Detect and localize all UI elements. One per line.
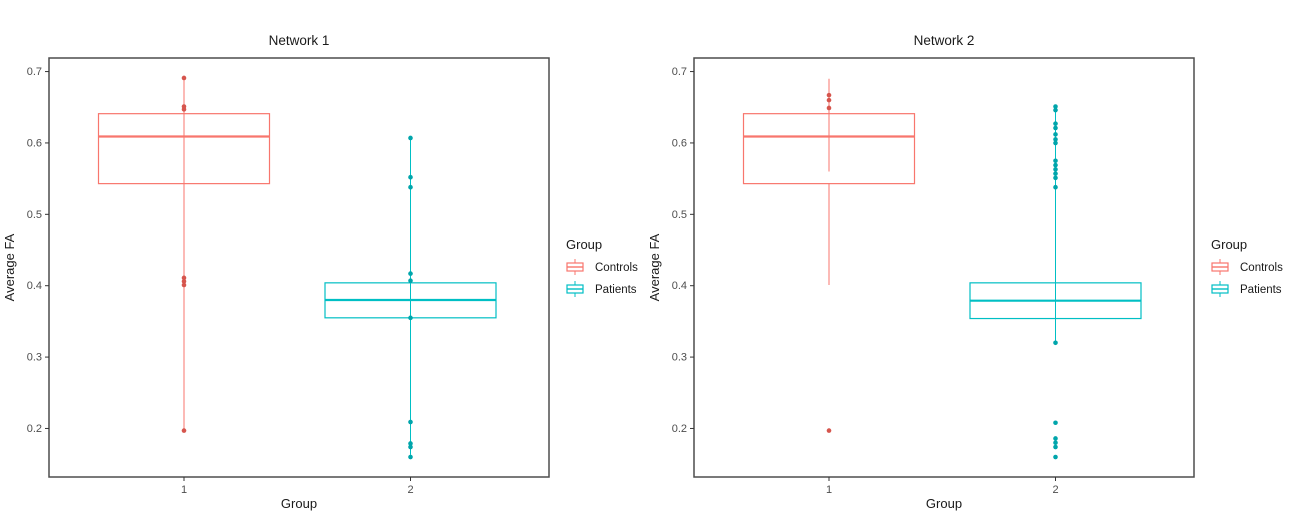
data-point-patients [408, 454, 413, 460]
data-point-patients [1053, 436, 1058, 441]
legend-title: Group [1211, 237, 1247, 252]
data-point-patients [1053, 107, 1058, 113]
data-point-patients [408, 315, 413, 321]
y-tick-label: 0.2 [672, 423, 687, 435]
legend-title: Group [566, 237, 602, 252]
plot-svg: 0.7 0.6 0.5 0.4 0.3 0.2 1 2 Network 2 Group Averag… [647, 33, 1283, 511]
x-tick-label: 1 [181, 484, 187, 496]
data-point-patients [408, 419, 413, 425]
y-tick-label: 0.6 [672, 137, 687, 149]
data-point-patients [1053, 444, 1058, 450]
data-point-controls [826, 97, 832, 103]
x-tick-label: 2 [1052, 484, 1058, 496]
y-tick-label: 0.7 [672, 66, 687, 78]
panel-title: Network 2 [914, 33, 975, 48]
legend-item-label-controls: Controls [1240, 262, 1283, 274]
data-point-controls [181, 107, 187, 112]
y-tick-label: 0.7 [27, 66, 42, 78]
x-axis-label: Group [926, 496, 962, 511]
data-point-controls [181, 282, 187, 288]
plot-svg: 0.7 0.6 0.5 0.4 0.3 0.2 1 2 Network 1 Group Averag… [2, 33, 638, 511]
chart-network-1: 0.7 0.6 0.5 0.4 0.3 0.2 1 2 Network 1 Group Averag… [2, 33, 638, 511]
data-point-patients [408, 135, 413, 141]
y-axis-label: Average FA [647, 233, 662, 301]
y-tick-label: 0.3 [27, 352, 42, 364]
data-point-patients [408, 441, 413, 446]
data-point-controls [826, 92, 832, 98]
y-tick-label: 0.5 [27, 209, 42, 221]
y-tick-label: 0.4 [27, 280, 42, 292]
panel-border [48, 57, 550, 478]
data-point-patients [1053, 420, 1058, 426]
legend-item-label-patients: Patients [1240, 284, 1282, 296]
data-point-patients [1053, 340, 1058, 346]
data-point-patients [1053, 171, 1058, 176]
data-point-patients [1053, 137, 1058, 142]
data-point-patients [1053, 132, 1058, 137]
data-point-controls [181, 279, 187, 284]
data-point-patients [408, 184, 413, 190]
y-tick-label: 0.2 [27, 423, 42, 435]
data-point-patients [408, 444, 413, 450]
y-tick-label: 0.4 [672, 280, 687, 292]
data-point-controls [826, 105, 832, 111]
chart-network-2: 0.7 0.6 0.5 0.4 0.3 0.2 1 2 Network 2 Group Averag… [645, 0, 1296, 531]
data-point-controls [826, 428, 832, 433]
data-point-patients [408, 271, 413, 276]
data-point-controls [181, 428, 187, 433]
box-controls [97, 113, 271, 185]
data-point-patients [1053, 440, 1058, 446]
data-point-patients [1053, 104, 1058, 109]
box-controls [742, 113, 916, 185]
data-point-patients [1053, 162, 1058, 168]
data-point-controls [181, 75, 187, 81]
data-point-patients [1053, 175, 1058, 181]
legend-item-label-controls: Controls [595, 262, 638, 274]
panel-border [693, 57, 1195, 478]
data-point-patients [1053, 140, 1058, 146]
data-point-patients [1053, 125, 1058, 131]
x-tick-label: 1 [826, 484, 832, 496]
data-point-patients [1053, 167, 1058, 172]
y-tick-label: 0.5 [672, 209, 687, 221]
x-tick-label: 2 [407, 484, 413, 496]
data-point-patients [1053, 121, 1058, 126]
panel-title: Network 1 [269, 33, 330, 48]
x-axis-label: Group [281, 496, 317, 511]
y-axis-label: Average FA [2, 233, 17, 301]
data-point-patients [1053, 184, 1058, 190]
y-tick-label: 0.3 [672, 352, 687, 364]
y-tick-label: 0.6 [27, 137, 42, 149]
data-point-patients [1053, 454, 1058, 460]
data-point-controls [181, 275, 187, 281]
data-point-patients [1053, 158, 1058, 164]
data-point-patients [408, 278, 413, 284]
legend-item-label-patients: Patients [595, 284, 637, 296]
data-point-patients [408, 174, 413, 180]
